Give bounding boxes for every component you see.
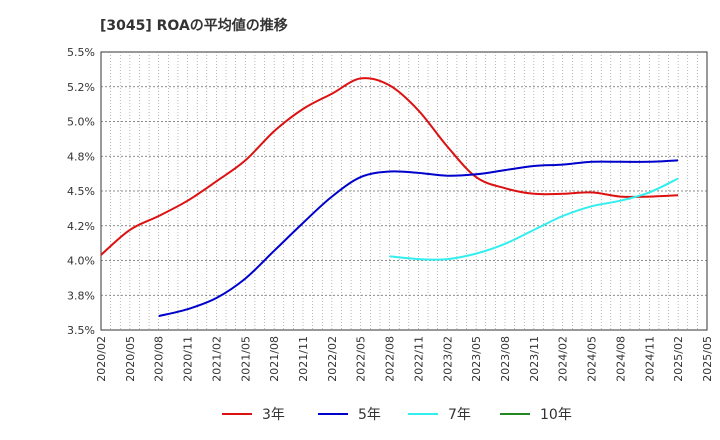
legend-label-4: 10年 [540,407,572,423]
x-tick-label: 2023/08 [499,336,512,382]
y-tick-label: 4.0% [67,255,95,268]
x-tick-label: 2023/02 [441,336,454,382]
y-tick-labels: 3.5% 3.8% 4.0% 4.2% 4.5% 4.8% 5.0% 5.2% 5.5% [67,46,95,337]
legend-label-3: 7年 [448,407,471,423]
x-tick-label: 2025/02 [672,336,685,382]
y-tick-label: 5.2% [67,81,95,94]
x-tick-label: 2022/08 [384,336,397,382]
x-tick-labels: 2020/02 2020/05 2020/08 2020/11 2021/02 2021/… [95,336,714,382]
legend: 3年 5年 7年 10年 [222,407,572,423]
y-tick-label: 4.2% [67,220,95,233]
series-line-2 [158,159,679,318]
series-line-3 [389,177,679,261]
x-tick-label: 2021/02 [210,336,223,382]
x-tick-label: 2025/05 [701,336,714,382]
x-tick-label: 2022/11 [412,336,425,382]
x-tick-label: 2024/11 [643,336,656,382]
y-tick-label: 4.5% [67,185,95,198]
y-tick-label: 5.5% [67,46,95,59]
x-tick-label: 2020/08 [153,336,166,382]
y-tick-label: 3.5% [67,324,95,337]
series-layer [100,77,679,318]
x-tick-label: 2023/11 [528,336,541,382]
legend-label-2: 5年 [358,407,381,423]
x-tick-label: 2020/11 [182,336,195,382]
x-tick-label: 2022/05 [355,336,368,382]
legend-label-1: 3年 [262,407,285,423]
x-tick-label: 2021/05 [239,336,252,382]
y-tick-label: 5.0% [67,116,95,129]
chart-title: [3045] ROAの平均値の推移 [100,17,288,34]
x-tick-label: 2021/08 [268,336,281,382]
y-tick-label: 3.8% [67,289,95,302]
x-tick-label: 2022/02 [326,336,339,382]
x-tick-label: 2021/11 [297,336,310,382]
series-line-1 [100,77,679,256]
x-tick-label: 2024/05 [586,336,599,382]
plot-area [100,51,708,331]
y-tick-label: 4.8% [67,150,95,163]
x-tick-label: 2024/08 [614,336,627,382]
x-tick-label: 2020/02 [95,336,108,382]
x-tick-label: 2020/05 [124,336,137,382]
x-tick-label: 2023/05 [470,336,483,382]
grid-layer [101,52,707,330]
x-tick-label: 2024/02 [557,336,570,382]
